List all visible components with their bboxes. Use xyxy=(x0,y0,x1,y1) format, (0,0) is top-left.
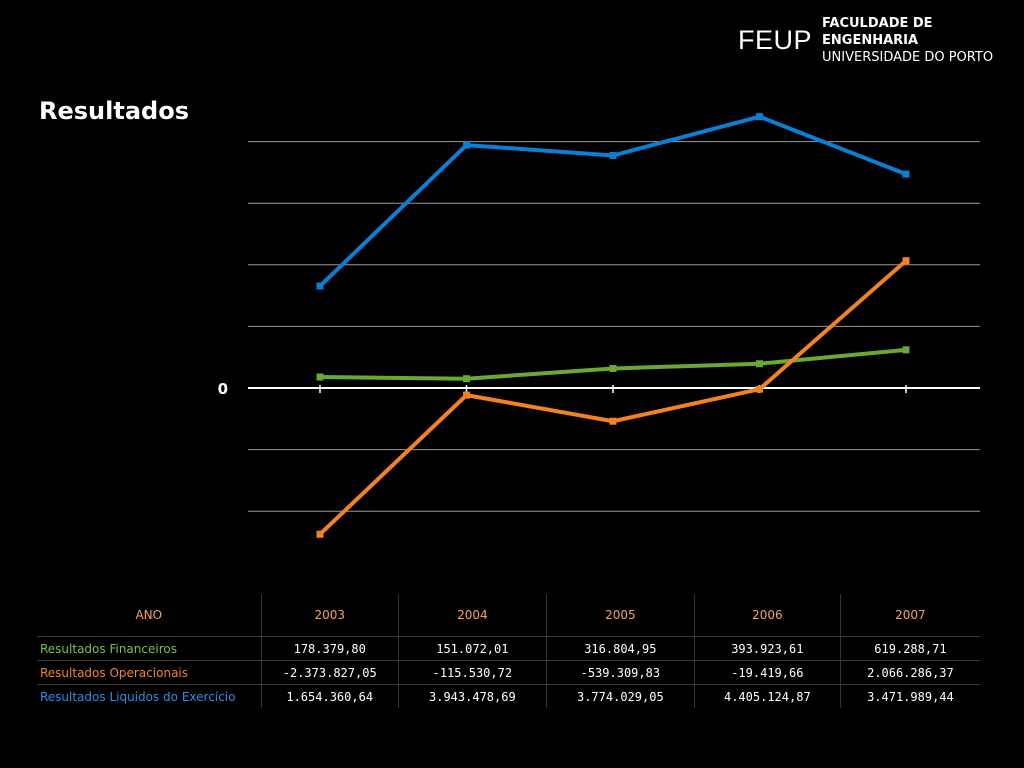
table-cell: 2.066.286,37 xyxy=(839,660,980,685)
table-cell: 4.405.124,87 xyxy=(693,684,841,708)
series-financeiros xyxy=(316,346,910,383)
table-cell: 3.943.478,69 xyxy=(397,684,547,708)
series-line xyxy=(318,258,908,537)
table-cell: 1.654.360,64 xyxy=(260,684,399,708)
data-point xyxy=(609,417,617,425)
table-header-year: 2005 xyxy=(545,594,695,637)
logo-text: FACULDADE DE ENGENHARIA UNIVERSIDADE DO … xyxy=(822,15,1024,66)
data-point xyxy=(756,360,763,368)
table-cell: 3.774.029,05 xyxy=(545,684,695,708)
data-point xyxy=(463,141,470,149)
table-cell: 393.923,61 xyxy=(693,636,841,661)
table-row-operacionais: Resultados Operacionais -2.373.827,05 -1… xyxy=(37,660,980,685)
logo-university-name: UNIVERSIDADE DO PORTO xyxy=(822,49,994,65)
y-tick-label: 0 xyxy=(218,380,228,398)
table-cell: 619.288,71 xyxy=(839,636,980,661)
table-cell: 151.072,01 xyxy=(397,636,547,661)
table-cell: 316.804,95 xyxy=(545,636,695,661)
table-header-year-label: ANO xyxy=(135,608,163,622)
table-cell: -2.373.827,05 xyxy=(260,660,399,685)
data-table: ANO 2003 2004 2005 2006 2007 Resultados … xyxy=(37,594,980,708)
page-title: Resultados xyxy=(39,97,189,125)
table-cell: 3.471.989,44 xyxy=(839,684,980,708)
logo-mark: FEUP xyxy=(738,24,813,55)
row-label: Resultados Operacionais xyxy=(37,660,262,685)
data-point xyxy=(316,530,324,538)
table-header-row: ANO 2003 2004 2005 2006 2007 xyxy=(37,594,980,637)
row-label: Resultados Liquidos do Exercício xyxy=(37,684,262,708)
line-chart: 0 xyxy=(218,113,980,538)
table-header-year: 2006 xyxy=(693,594,841,637)
data-point xyxy=(316,282,324,290)
data-point xyxy=(756,385,763,393)
logo-faculty-name: FACULDADE DE ENGENHARIA xyxy=(822,15,933,48)
data-point xyxy=(609,364,617,372)
table-row-financeiros: Resultados Financeiros 178.379,80 151.07… xyxy=(37,636,980,661)
table-header-year: 2003 xyxy=(260,594,399,637)
data-point xyxy=(463,391,470,399)
data-point xyxy=(902,346,910,354)
series-lines xyxy=(316,113,910,538)
series-line xyxy=(318,347,908,381)
row-label: Resultados Financeiros xyxy=(37,636,262,661)
table-cell: -19.419,66 xyxy=(693,660,841,685)
data-point xyxy=(463,375,470,383)
series-liquidos xyxy=(316,113,910,290)
data-point xyxy=(609,152,617,160)
series-operacionais xyxy=(316,257,910,538)
grid-lines xyxy=(248,141,980,512)
data-point xyxy=(756,113,763,121)
data-point xyxy=(902,257,910,265)
table-cell: 178.379,80 xyxy=(260,636,399,661)
table-header-year: 2004 xyxy=(397,594,547,637)
table-cell: -539.309,83 xyxy=(545,660,695,685)
data-point xyxy=(316,373,324,381)
data-point xyxy=(902,170,910,178)
table-header-year: 2007 xyxy=(839,594,980,637)
x-axis: 0 xyxy=(218,380,980,398)
feup-logo: FEUP FACULDADE DE ENGENHARIA UNIVERSIDAD… xyxy=(738,16,1024,65)
table-row-liquidos: Resultados Liquidos do Exercício 1.654.3… xyxy=(37,684,980,708)
table-cell: -115.530,72 xyxy=(397,660,547,685)
